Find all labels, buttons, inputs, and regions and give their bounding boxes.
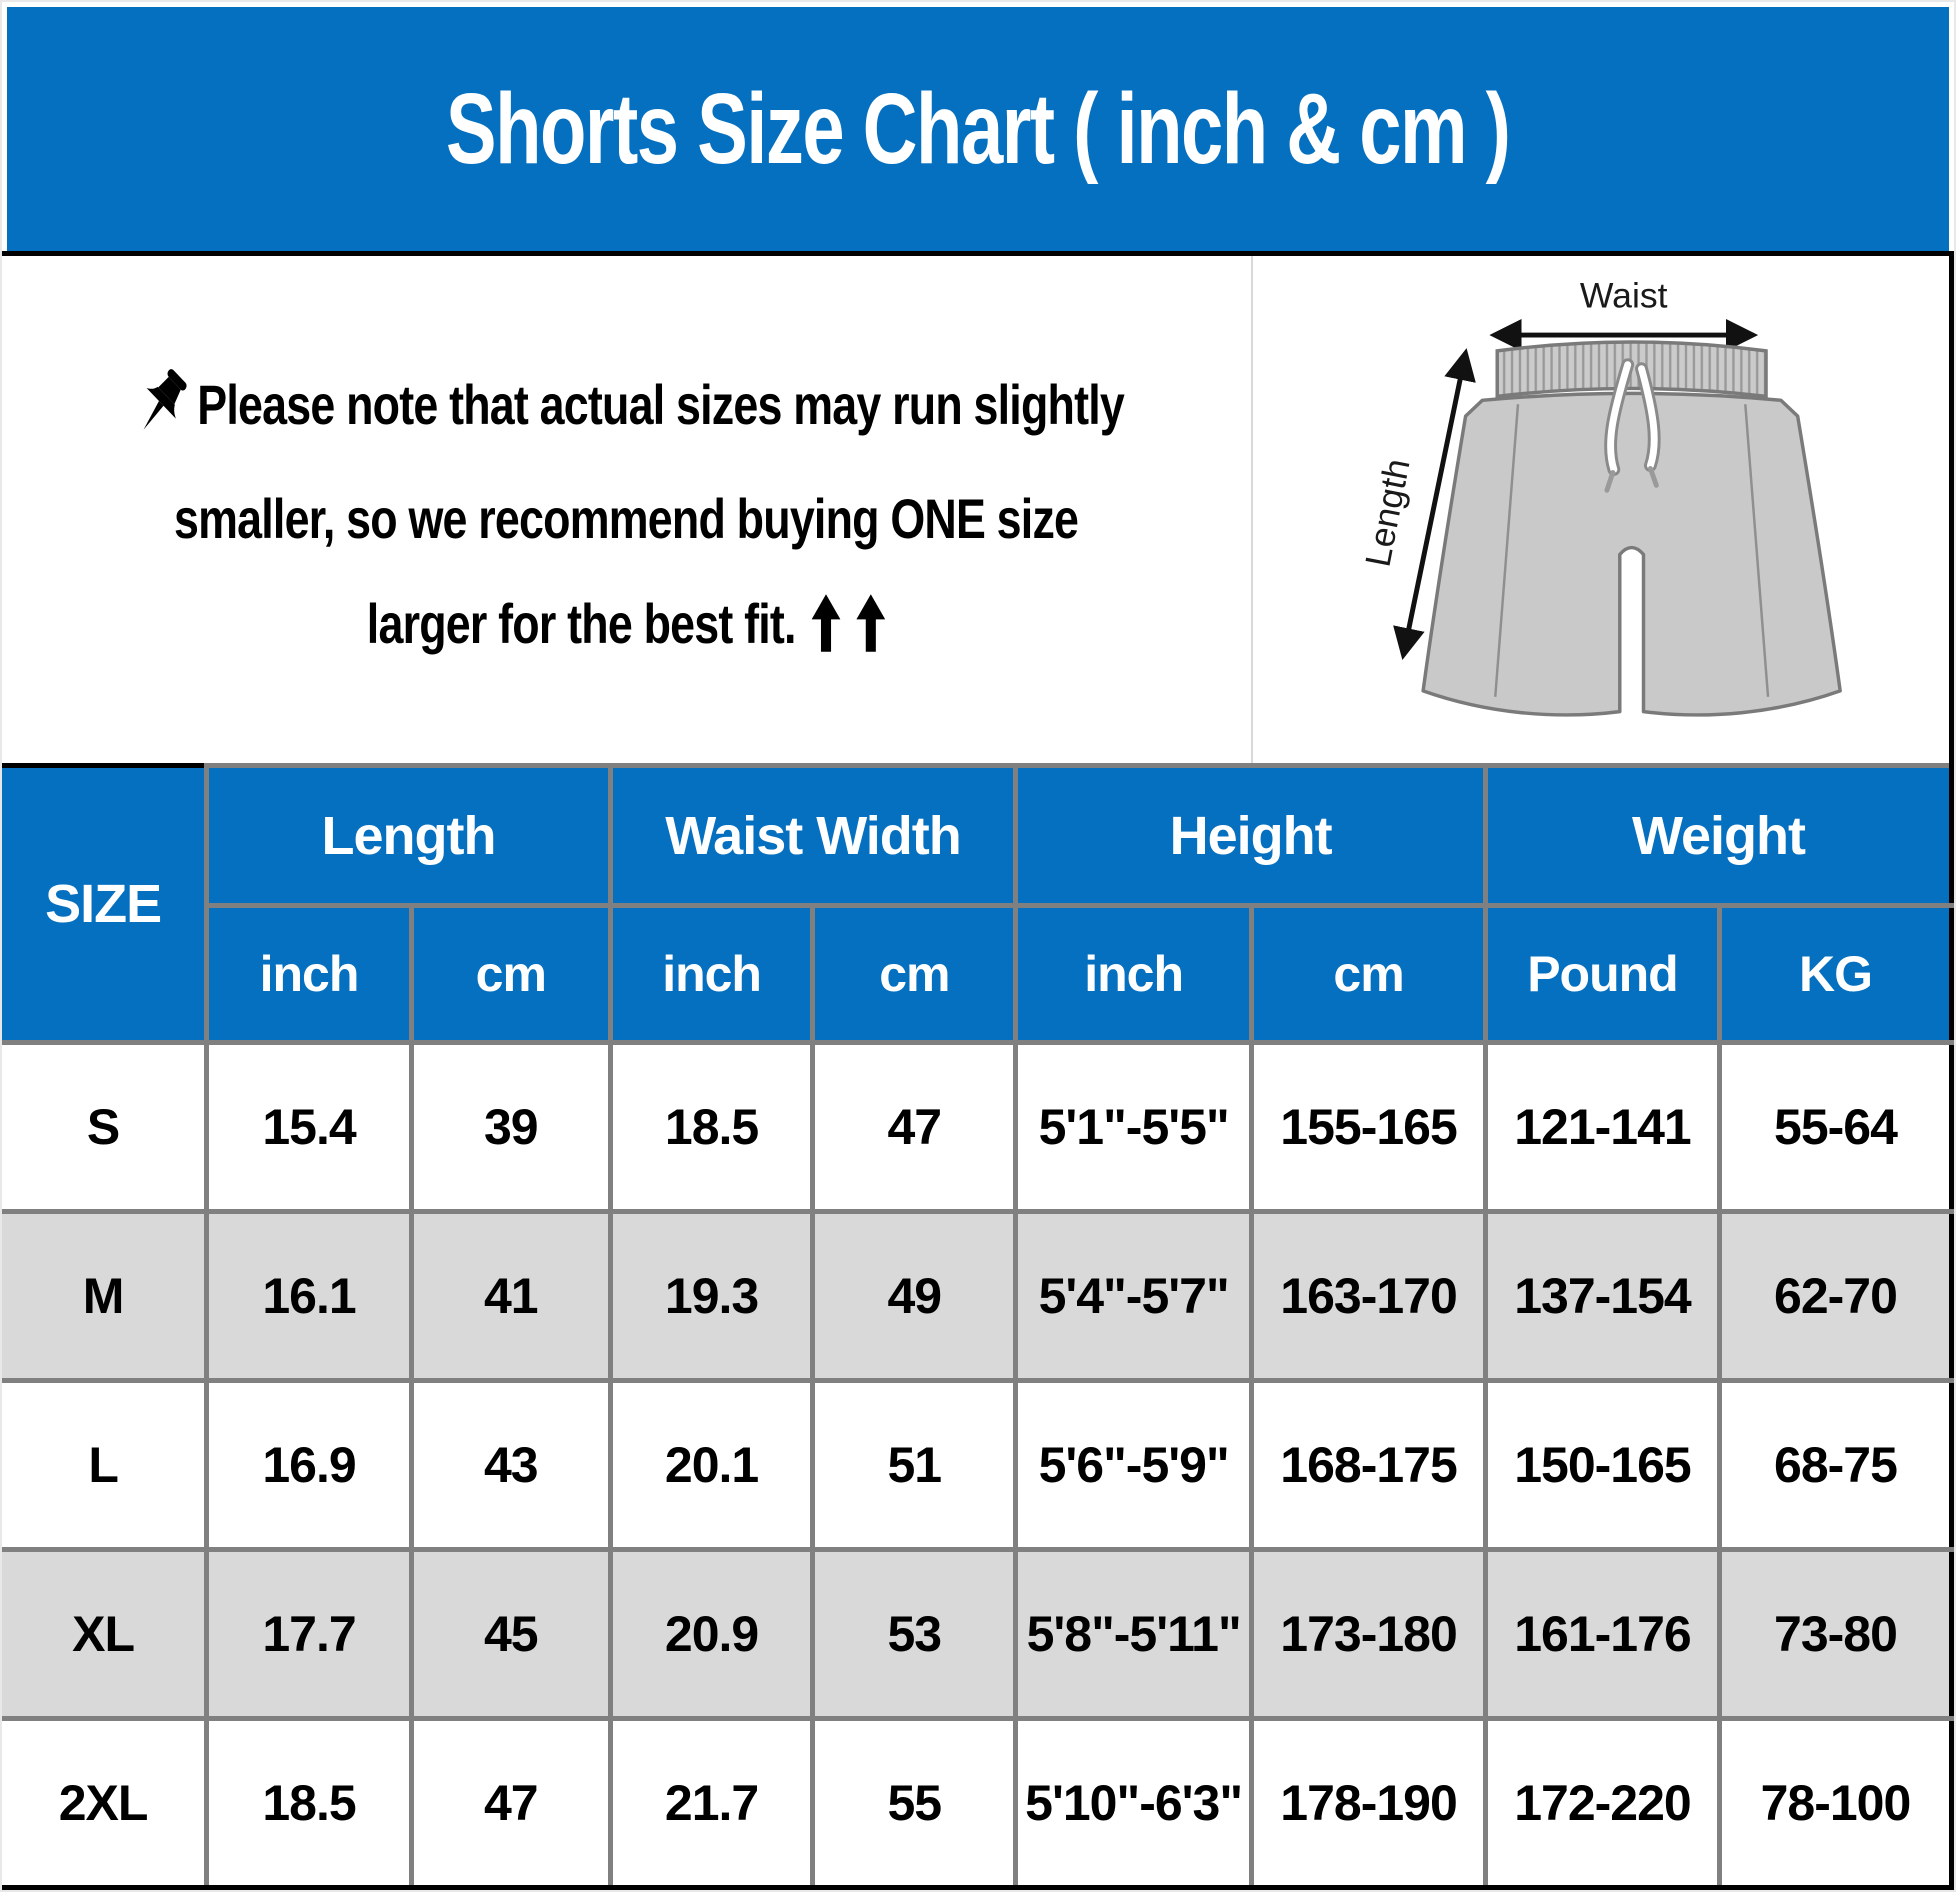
value-cell: 137-154 bbox=[1483, 1209, 1722, 1383]
right-seam-line bbox=[1744, 404, 1770, 697]
size-cell: 2XL bbox=[2, 1716, 210, 1890]
value-cell: 45 bbox=[408, 1547, 613, 1721]
subheader-waist-inch: inch bbox=[607, 903, 816, 1045]
left-seam-line bbox=[1494, 404, 1520, 697]
group-header-length: Length bbox=[204, 763, 613, 908]
value-cell: 172-220 bbox=[1483, 1716, 1722, 1890]
shorts-illustration: Waist Length bbox=[1358, 275, 1842, 717]
size-cell: L bbox=[2, 1378, 210, 1552]
shorts-body bbox=[1421, 391, 1842, 717]
length-arrow bbox=[1393, 348, 1476, 660]
value-cell: 5'4"-5'7" bbox=[1013, 1209, 1255, 1383]
value-cell: 49 bbox=[810, 1209, 1019, 1383]
subheader-length-inch: inch bbox=[206, 903, 414, 1045]
value-cell: 155-165 bbox=[1249, 1040, 1488, 1214]
page-title: Shorts Size Chart ( inch & cm ) bbox=[278, 72, 1677, 187]
value-cell: 5'10"-6'3" bbox=[1013, 1716, 1255, 1890]
value-cell: 53 bbox=[810, 1547, 1019, 1721]
value-cell: 16.1 bbox=[204, 1209, 414, 1383]
value-cell: 150-165 bbox=[1483, 1378, 1722, 1552]
subheader-height-cm: cm bbox=[1249, 903, 1488, 1045]
banner-wrap: Shorts Size Chart ( inch & cm ) bbox=[2, 2, 1954, 256]
group-header-weight: Weight bbox=[1483, 763, 1954, 908]
value-cell: 161-176 bbox=[1483, 1547, 1722, 1721]
value-cell: 163-170 bbox=[1249, 1209, 1488, 1383]
value-cell: 43 bbox=[408, 1378, 613, 1552]
table-row-l: L 16.9 43 20.1 51 5'6"-5'9" 168-175 150-… bbox=[2, 1378, 1954, 1552]
group-header-waist-width: Waist Width bbox=[607, 763, 1019, 908]
table-row-m: M 16.1 41 19.3 49 5'4"-5'7" 163-170 137-… bbox=[2, 1209, 1954, 1383]
value-cell: 5'6"-5'9" bbox=[1013, 1378, 1255, 1552]
value-cell: 39 bbox=[408, 1040, 613, 1214]
value-cell: 168-175 bbox=[1249, 1378, 1488, 1552]
subheader-length-cm: cm bbox=[408, 903, 613, 1045]
value-cell: 5'1"-5'5" bbox=[1013, 1040, 1255, 1214]
value-cell: 18.5 bbox=[607, 1040, 816, 1214]
value-cell: 18.5 bbox=[204, 1716, 414, 1890]
size-column-header: SIZE bbox=[2, 763, 210, 1045]
table-row-s: S 15.4 39 18.5 47 5'1"-5'5" 155-165 121-… bbox=[2, 1040, 1954, 1214]
value-cell: 47 bbox=[408, 1716, 613, 1890]
note-text-2: smaller, so we recommend buying ONE size bbox=[174, 486, 1079, 550]
value-cell: 16.9 bbox=[204, 1378, 414, 1552]
value-cell: 21.7 bbox=[607, 1716, 816, 1890]
value-cell: 55 bbox=[810, 1716, 1019, 1890]
subheader-height-inch: inch bbox=[1013, 903, 1255, 1045]
subheader-weight-kg: KG bbox=[1716, 903, 1954, 1045]
value-cell: 19.3 bbox=[607, 1209, 816, 1383]
value-cell: 47 bbox=[810, 1040, 1019, 1214]
value-cell: 173-180 bbox=[1249, 1547, 1488, 1721]
value-cell: 121-141 bbox=[1483, 1040, 1722, 1214]
note-line-2: smaller, so we recommend buying ONE size bbox=[61, 486, 1191, 551]
subheader-waist-cm: cm bbox=[810, 903, 1019, 1045]
size-cell: M bbox=[2, 1209, 210, 1383]
middle-section: Please note that actual sizes may run sl… bbox=[2, 256, 1954, 763]
length-label: Length bbox=[1358, 455, 1418, 569]
value-cell: 78-100 bbox=[1716, 1716, 1954, 1890]
value-cell: 20.9 bbox=[607, 1547, 816, 1721]
banner: Shorts Size Chart ( inch & cm ) bbox=[7, 7, 1949, 251]
note-panel: Please note that actual sizes may run sl… bbox=[2, 256, 1251, 763]
up-arrow-icon bbox=[856, 594, 886, 652]
value-cell: 20.1 bbox=[607, 1378, 816, 1552]
size-table: SIZE Length Waist Width Height Weight in… bbox=[2, 763, 1954, 1890]
pushpin-icon bbox=[143, 368, 187, 430]
section-divider bbox=[1251, 256, 1253, 763]
waist-label: Waist bbox=[1580, 275, 1668, 315]
table-row-2xl: 2XL 18.5 47 21.7 55 5'10"-6'3" 178-190 1… bbox=[2, 1716, 1954, 1890]
value-cell: 68-75 bbox=[1716, 1378, 1954, 1552]
value-cell: 73-80 bbox=[1716, 1547, 1954, 1721]
size-cell: S bbox=[2, 1040, 210, 1214]
value-cell: 62-70 bbox=[1716, 1209, 1954, 1383]
value-cell: 5'8"-5'11" bbox=[1013, 1547, 1255, 1721]
value-cell: 41 bbox=[408, 1209, 613, 1383]
note-line-1: Please note that actual sizes may run sl… bbox=[4, 364, 1248, 446]
table-row-xl: XL 17.7 45 20.9 53 5'8"-5'11" 173-180 16… bbox=[2, 1547, 1954, 1721]
value-cell: 51 bbox=[810, 1378, 1019, 1552]
shorts-diagram: Waist Length bbox=[1253, 256, 1949, 763]
page-title-text: Shorts Size Chart ( inch & cm ) bbox=[446, 72, 1511, 185]
drawstring bbox=[1604, 358, 1661, 493]
size-cell: XL bbox=[2, 1547, 210, 1721]
group-header-height: Height bbox=[1013, 763, 1488, 908]
subheader-weight-pound: Pound bbox=[1483, 903, 1722, 1045]
note-text-1: Please note that actual sizes may run sl… bbox=[197, 373, 1126, 436]
value-cell: 17.7 bbox=[204, 1547, 414, 1721]
value-cell: 178-190 bbox=[1249, 1716, 1488, 1890]
up-arrow-icon bbox=[812, 594, 841, 652]
value-cell: 15.4 bbox=[204, 1040, 414, 1214]
value-cell: 55-64 bbox=[1716, 1040, 1954, 1214]
note-line-3: larger for the best fit. bbox=[302, 591, 950, 656]
note-text-3: larger for the best fit. bbox=[367, 591, 797, 655]
